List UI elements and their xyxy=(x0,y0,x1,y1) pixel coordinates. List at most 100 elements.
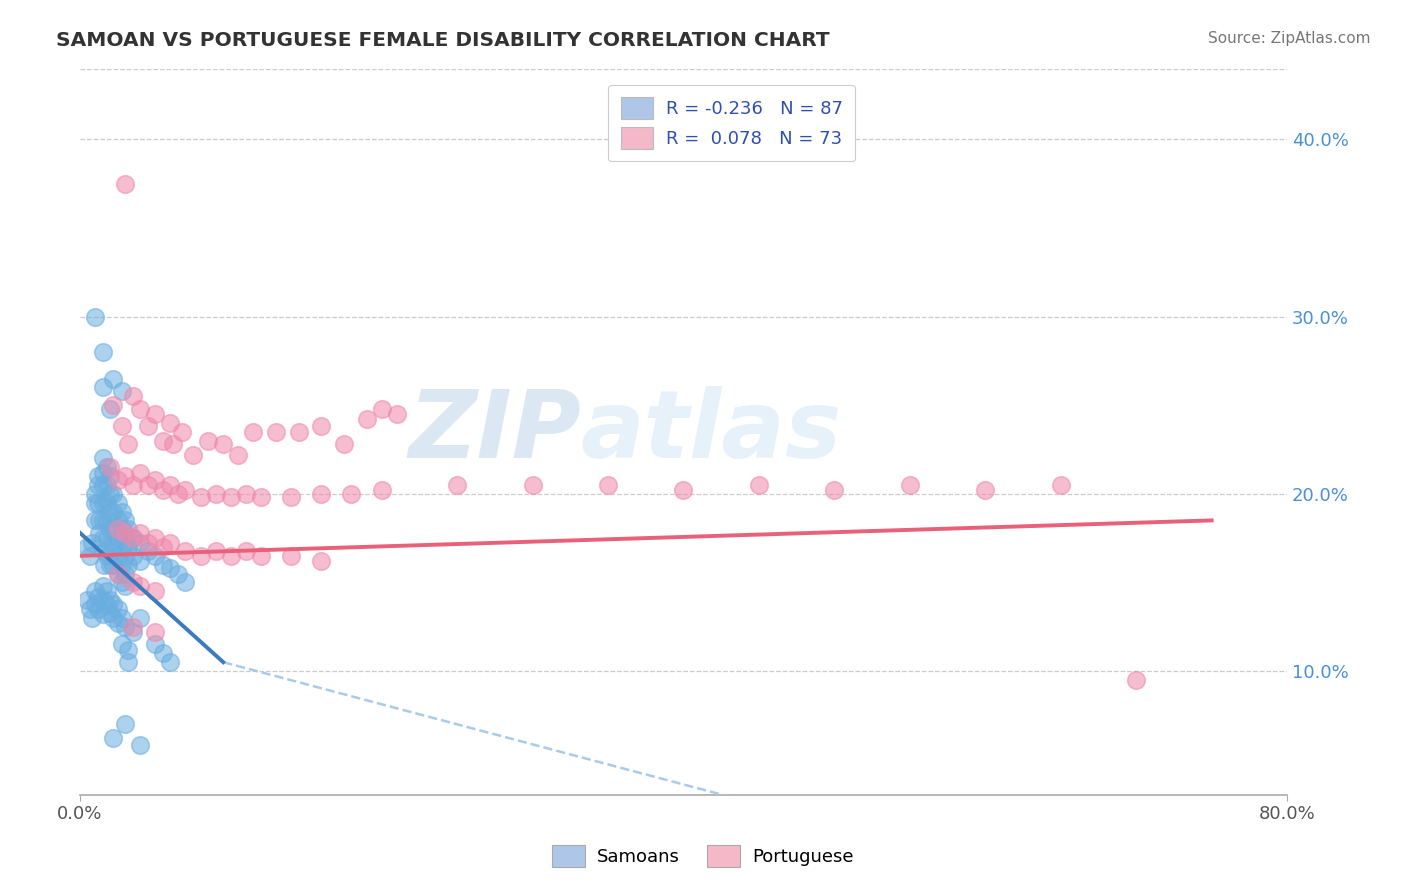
Point xyxy=(356,412,378,426)
Point xyxy=(98,469,121,483)
Point xyxy=(152,540,174,554)
Point xyxy=(162,437,184,451)
Point xyxy=(96,496,118,510)
Point xyxy=(522,478,544,492)
Point xyxy=(370,483,392,498)
Point xyxy=(114,620,136,634)
Point xyxy=(101,611,124,625)
Point xyxy=(129,554,152,568)
Point xyxy=(91,451,114,466)
Point xyxy=(101,398,124,412)
Point xyxy=(96,513,118,527)
Point xyxy=(89,513,111,527)
Point xyxy=(98,487,121,501)
Point xyxy=(96,549,118,563)
Point xyxy=(226,448,249,462)
Point xyxy=(446,478,468,492)
Point xyxy=(264,425,287,439)
Point xyxy=(117,642,139,657)
Point xyxy=(143,407,166,421)
Point xyxy=(79,549,101,563)
Point xyxy=(143,584,166,599)
Point xyxy=(143,531,166,545)
Point xyxy=(823,483,845,498)
Point xyxy=(101,540,124,554)
Point xyxy=(672,483,695,498)
Point xyxy=(311,487,333,501)
Point xyxy=(91,478,114,492)
Point xyxy=(129,466,152,480)
Point xyxy=(89,525,111,540)
Point xyxy=(98,540,121,554)
Point xyxy=(98,593,121,607)
Point xyxy=(114,513,136,527)
Point xyxy=(111,504,134,518)
Point xyxy=(129,579,152,593)
Point xyxy=(114,566,136,581)
Point xyxy=(114,579,136,593)
Point xyxy=(235,543,257,558)
Point xyxy=(84,310,107,324)
Point xyxy=(143,625,166,640)
Point xyxy=(1125,673,1147,687)
Point xyxy=(121,620,143,634)
Point xyxy=(80,611,103,625)
Point xyxy=(114,531,136,545)
Point xyxy=(107,531,129,545)
Point xyxy=(87,602,110,616)
Point xyxy=(107,513,129,527)
Point xyxy=(596,478,619,492)
Point xyxy=(129,536,152,550)
Point xyxy=(136,478,159,492)
Point xyxy=(333,437,356,451)
Point xyxy=(96,531,118,545)
Point xyxy=(121,549,143,563)
Point xyxy=(167,566,190,581)
Point xyxy=(111,611,134,625)
Point xyxy=(87,590,110,604)
Point xyxy=(129,739,152,753)
Point xyxy=(117,655,139,669)
Point xyxy=(121,531,143,545)
Point xyxy=(250,549,273,563)
Point xyxy=(84,496,107,510)
Point xyxy=(91,607,114,622)
Point xyxy=(114,549,136,563)
Point xyxy=(80,536,103,550)
Point xyxy=(114,469,136,483)
Point xyxy=(181,448,204,462)
Point xyxy=(107,616,129,631)
Point xyxy=(235,487,257,501)
Text: ZIP: ZIP xyxy=(408,386,581,478)
Point xyxy=(76,593,98,607)
Point xyxy=(370,401,392,416)
Point xyxy=(84,584,107,599)
Point xyxy=(107,566,129,581)
Point xyxy=(101,371,124,385)
Text: atlas: atlas xyxy=(581,386,842,478)
Point xyxy=(167,487,190,501)
Text: SAMOAN VS PORTUGUESE FEMALE DISABILITY CORRELATION CHART: SAMOAN VS PORTUGUESE FEMALE DISABILITY C… xyxy=(56,31,830,50)
Point xyxy=(111,637,134,651)
Legend: Samoans, Portuguese: Samoans, Portuguese xyxy=(546,838,860,874)
Point xyxy=(91,531,114,545)
Text: Source: ZipAtlas.com: Source: ZipAtlas.com xyxy=(1208,31,1371,46)
Point xyxy=(121,625,143,640)
Point xyxy=(340,487,363,501)
Point xyxy=(136,543,159,558)
Point xyxy=(974,483,997,498)
Point xyxy=(107,496,129,510)
Point xyxy=(84,487,107,501)
Point xyxy=(91,466,114,480)
Point xyxy=(159,416,181,430)
Point xyxy=(117,540,139,554)
Point xyxy=(96,599,118,613)
Point xyxy=(91,345,114,359)
Point xyxy=(129,525,152,540)
Point xyxy=(242,425,264,439)
Point xyxy=(117,437,139,451)
Point xyxy=(159,655,181,669)
Point xyxy=(280,549,302,563)
Point xyxy=(152,558,174,572)
Point xyxy=(111,540,134,554)
